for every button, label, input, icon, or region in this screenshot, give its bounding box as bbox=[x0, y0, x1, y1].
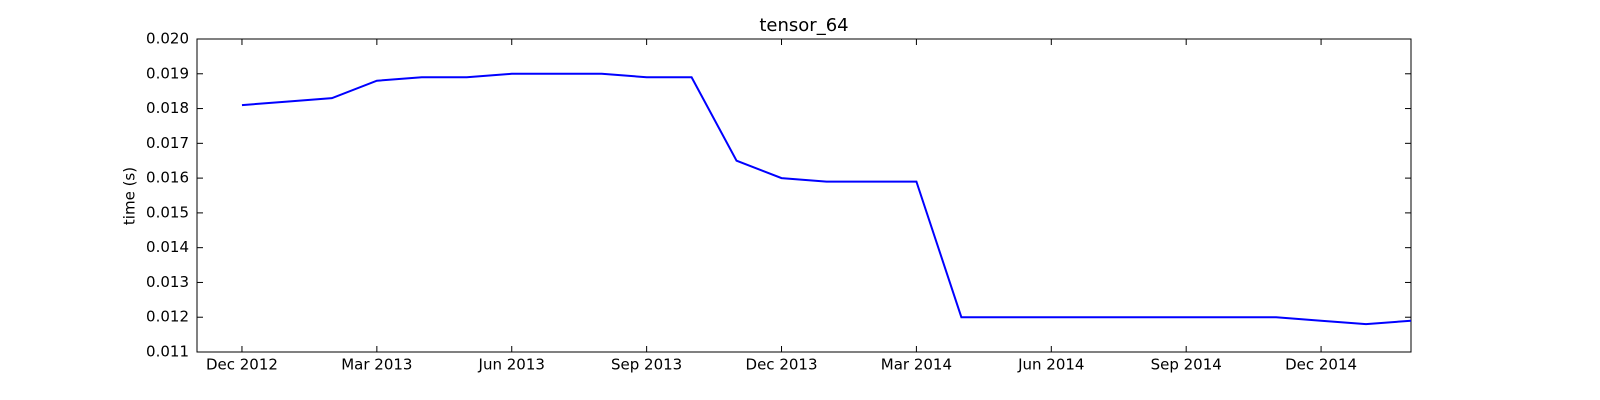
y-tick-label: 0.020 bbox=[146, 30, 189, 48]
x-tick-label: Mar 2014 bbox=[881, 356, 952, 374]
x-tick-label: Mar 2013 bbox=[341, 356, 412, 374]
y-tick-label: 0.019 bbox=[146, 64, 189, 82]
y-tick-label: 0.015 bbox=[146, 203, 189, 221]
x-tick-label: Jun 2013 bbox=[478, 356, 545, 374]
y-tick-label: 0.013 bbox=[146, 273, 189, 291]
x-tick-label: Dec 2014 bbox=[1285, 356, 1357, 374]
x-tick-label: Sep 2013 bbox=[611, 356, 682, 374]
x-tick-label: Jun 2014 bbox=[1017, 356, 1084, 374]
y-tick-label: 0.011 bbox=[146, 343, 189, 361]
y-tick-label: 0.017 bbox=[146, 134, 189, 152]
plot-frame bbox=[196, 38, 1412, 353]
y-tick-label: 0.012 bbox=[146, 308, 189, 326]
x-tick-label: Dec 2013 bbox=[746, 356, 818, 374]
x-tick-label: Dec 2012 bbox=[206, 356, 278, 374]
y-tick-label: 0.014 bbox=[146, 238, 189, 256]
chart-title: tensor_64 bbox=[759, 15, 848, 36]
y-tick-label: 0.018 bbox=[146, 99, 189, 117]
x-tick-label: Sep 2014 bbox=[1151, 356, 1222, 374]
y-tick-label: 0.016 bbox=[146, 169, 189, 187]
data-line bbox=[241, 72, 1412, 326]
y-axis-label: time (s) bbox=[121, 167, 139, 225]
